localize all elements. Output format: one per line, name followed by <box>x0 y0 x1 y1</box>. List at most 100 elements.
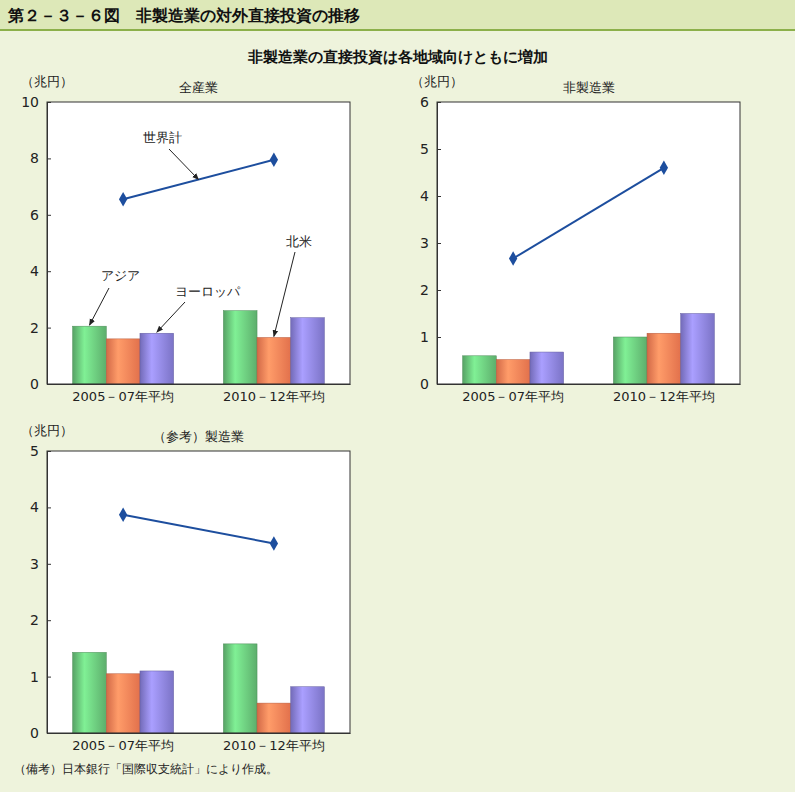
y-tick-label: 2 <box>420 282 429 298</box>
plot-area <box>437 102 740 384</box>
y-tick-mark <box>437 243 441 244</box>
y-tick: 2 <box>30 612 51 628</box>
marker <box>660 161 668 175</box>
bar <box>681 314 715 385</box>
y-tick-label: 1 <box>30 669 39 685</box>
bar <box>463 356 497 384</box>
y-tick-mark <box>47 158 51 159</box>
marks <box>73 153 325 384</box>
x-axis: 2005－07年平均 2010－12年平均 <box>438 384 741 404</box>
header-rule <box>0 29 795 31</box>
y-axis: 0 1 2 3 4 5 6 <box>420 94 441 392</box>
y-tick-mark <box>437 337 441 338</box>
chart-title: （参考）製造業 <box>153 429 244 444</box>
annotation-arrow <box>274 252 295 336</box>
bar <box>257 337 291 384</box>
chart-title: 全産業 <box>179 80 218 95</box>
annotations: アジア北米ヨーロッパ世界計 <box>89 130 312 336</box>
header-band <box>0 0 795 30</box>
marker <box>270 536 278 550</box>
marker <box>509 251 517 265</box>
y-tick-mark <box>47 271 51 272</box>
bar <box>291 318 325 384</box>
x-axis-line <box>438 384 741 385</box>
y-tick: 8 <box>30 150 51 166</box>
bar <box>223 644 257 733</box>
x-axis-line <box>48 733 351 734</box>
x-tick-label: 2005－07年平均 <box>462 389 564 404</box>
plot-area <box>47 102 350 384</box>
y-tick: 10 <box>21 94 51 110</box>
bar <box>106 339 140 384</box>
annotation-arrow <box>157 302 185 332</box>
x-axis-line <box>48 384 351 385</box>
plot-area <box>47 451 350 733</box>
marker <box>270 153 278 167</box>
annotation-label: 北米 <box>286 234 312 249</box>
y-tick: 5 <box>420 141 441 157</box>
line <box>123 515 274 544</box>
y-tick-mark <box>437 149 441 150</box>
figure-subtitle: 非製造業の直接投資は各地域向けともに増加 <box>247 48 548 66</box>
y-tick-mark <box>47 677 51 678</box>
y-axis-title: （兆円） <box>21 423 73 438</box>
annotation-arrow <box>89 288 109 325</box>
background <box>0 0 795 792</box>
bar <box>647 333 681 384</box>
x-tick-label: 2010－12年平均 <box>223 389 325 404</box>
x-axis: 2005－07年平均2010－12年平均 <box>48 384 351 404</box>
y-tick: 1 <box>30 669 51 685</box>
y-axis: 0 1 2 3 4 5 <box>30 443 51 741</box>
marker <box>119 508 127 522</box>
note: （備考）日本銀行「国際収支統計」により作成。 <box>14 762 278 776</box>
y-tick: 3 <box>30 556 51 572</box>
y-tick: 4 <box>420 188 441 204</box>
y-axis-line <box>47 103 48 385</box>
y-tick: 0 <box>30 725 51 741</box>
annotation-arrow <box>169 149 199 180</box>
annotation-label: アジア <box>101 268 140 283</box>
figure: 第２－３－６図 非製造業の対外直接投資の推移非製造業の直接投資は各地域向けともに… <box>0 0 795 792</box>
y-tick: 1 <box>420 329 441 345</box>
bar <box>140 671 174 733</box>
bar <box>106 674 140 733</box>
chart-title: 非製造業 <box>563 80 615 95</box>
y-axis: 0246810 <box>21 94 51 392</box>
y-axis-title: （兆円） <box>21 74 73 89</box>
y-tick-label: 0 <box>420 376 429 392</box>
bar <box>291 687 325 733</box>
y-tick: 4 <box>30 499 51 515</box>
chart: 02468102005－07年平均2010－12年平均全産業（兆円）アジア北米ヨ… <box>21 74 351 404</box>
y-tick-mark <box>47 328 51 329</box>
x-tick: 2005－07年平均 <box>462 384 564 404</box>
y-tick-label: 10 <box>21 94 39 110</box>
bar <box>140 333 174 384</box>
y-axis-title: （兆円） <box>411 74 463 89</box>
marks <box>463 161 715 384</box>
y-tick: 6 <box>30 207 51 223</box>
y-tick-mark <box>437 290 441 291</box>
bar <box>530 352 564 384</box>
y-tick-label: 4 <box>30 263 39 279</box>
plot-frame <box>47 102 350 384</box>
figure-title: 第２－３－６図 非製造業の対外直接投資の推移 <box>7 6 360 25</box>
y-tick-label: 6 <box>30 207 39 223</box>
y-tick-label: 0 <box>30 725 39 741</box>
chart: 0 1 2 3 4 5 2005－07年平均2010－12年平均 （参考）製造業 （兆円） <box>21 423 351 753</box>
y-tick-label: 0 <box>30 376 39 392</box>
bar <box>223 311 257 384</box>
marks <box>73 508 325 733</box>
y-tick-mark <box>437 196 441 197</box>
y-tick-label: 3 <box>30 556 39 572</box>
y-tick-label: 5 <box>30 443 39 459</box>
y-tick-label: 6 <box>420 94 429 110</box>
y-tick: 3 <box>420 235 441 251</box>
plot-frame <box>437 102 740 384</box>
x-axis: 2005－07年平均2010－12年平均 <box>48 733 351 753</box>
y-tick: 0 <box>420 376 441 392</box>
x-tick: 2010－12年平均 <box>613 384 715 404</box>
y-tick-label: 4 <box>420 188 429 204</box>
y-axis-line <box>47 452 48 734</box>
bar <box>613 337 647 384</box>
bar <box>73 326 107 384</box>
